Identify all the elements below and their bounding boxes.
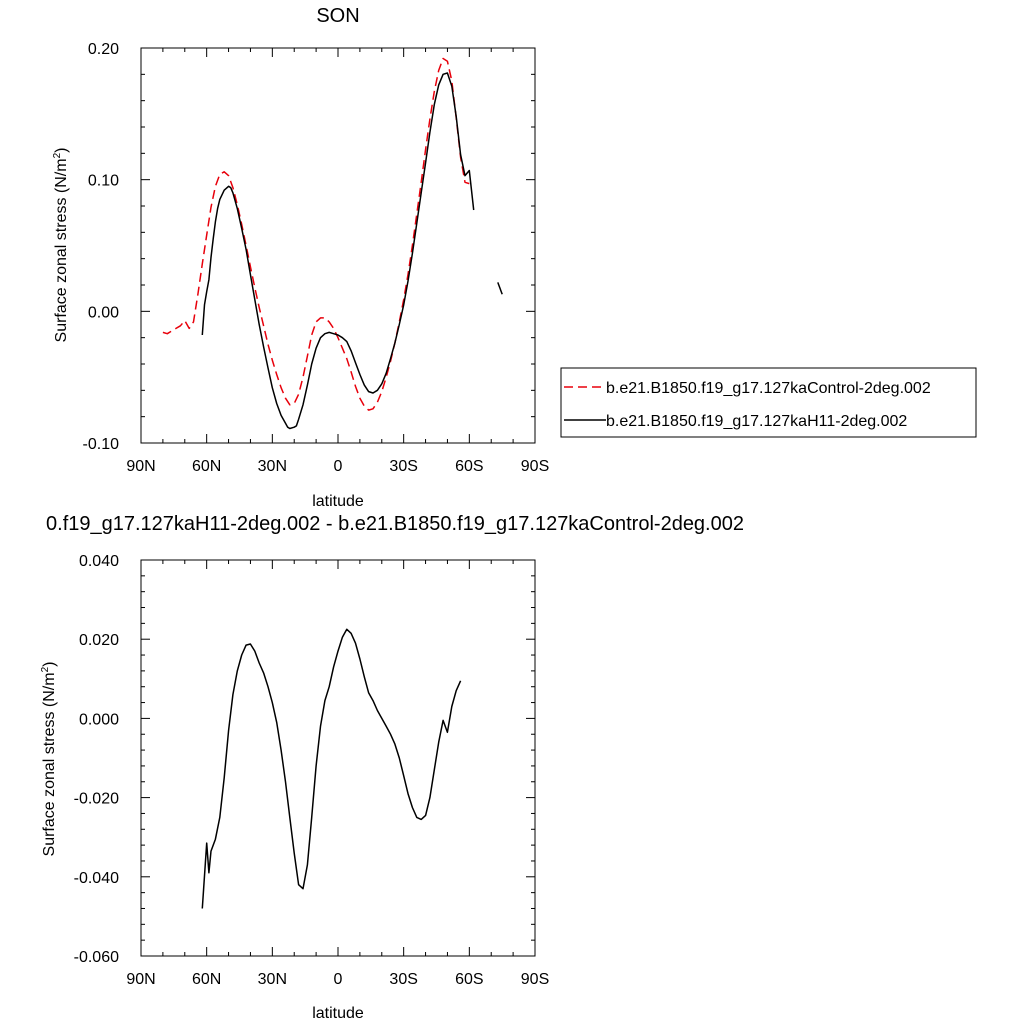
difference-title: 0.f19_g17.127kaH11-2deg.002 - b.e21.B185… [46,513,744,535]
son-panel: SON 90N 60N 30N 0 30S 60S 90S -0.10 0.00 0.10 0.20… [52,5,549,510]
legend-label-control: b.e21.B1850.f19_g17.127kaControl-2deg.00… [606,380,931,397]
y-tick-label: 0.00 [88,304,119,321]
series-line-0-segment-0 [201,628,462,909]
plot-frame [140,47,536,444]
difference-panel: 0.f19_g17.127kaH11-2deg.002 - b.e21.B185… [40,513,744,1022]
y-axis-label: Surface zonal stress (N/m2) [40,662,58,857]
x-tick-label: 60N [192,971,221,988]
y-tick-label: 0.20 [88,41,119,58]
plot-frame [140,559,536,957]
x-tick-label: 0 [334,971,343,988]
y-tick-label: 0.040 [79,553,119,570]
series-line-1-segment-1 [497,282,503,295]
x-tick-label: 30N [258,458,287,475]
x-axis-label: latitude [312,1005,364,1022]
legend: b.e21.B1850.f19_g17.127kaControl-2deg.00… [560,367,977,438]
y-tick-label: -0.10 [83,436,120,453]
y-axis-label: Surface zonal stress (N/m2) [52,148,70,343]
y-tick-label: -0.040 [74,870,119,887]
y-tick-label: 0.020 [79,632,119,649]
x-tick-label: 60S [455,458,483,475]
y-tick-label: -0.020 [74,791,119,808]
x-tick-label: 30N [258,971,287,988]
x-tick-label: 30S [389,971,417,988]
y-tick-label: 0.10 [88,173,119,190]
series-line-0-segment-0 [162,57,470,411]
legend-label-h11: b.e21.B1850.f19_g17.127kaH11-2deg.002 [606,413,907,430]
y-tick-label: -0.060 [74,949,119,966]
chart-title: SON [316,5,359,27]
x-tick-label: 30S [389,458,417,475]
x-tick-label: 60N [192,458,221,475]
x-tick-label: 0 [334,458,343,475]
x-tick-label: 90N [126,971,155,988]
x-axis-label: latitude [312,493,364,510]
y-tick-label: 0.000 [79,711,119,728]
x-tick-label: 60S [455,971,483,988]
legend-box [560,367,977,438]
x-tick-label: 90S [521,458,549,475]
x-tick-label: 90S [521,971,549,988]
series-line-1-segment-0 [201,72,475,430]
x-tick-label: 90N [126,458,155,475]
